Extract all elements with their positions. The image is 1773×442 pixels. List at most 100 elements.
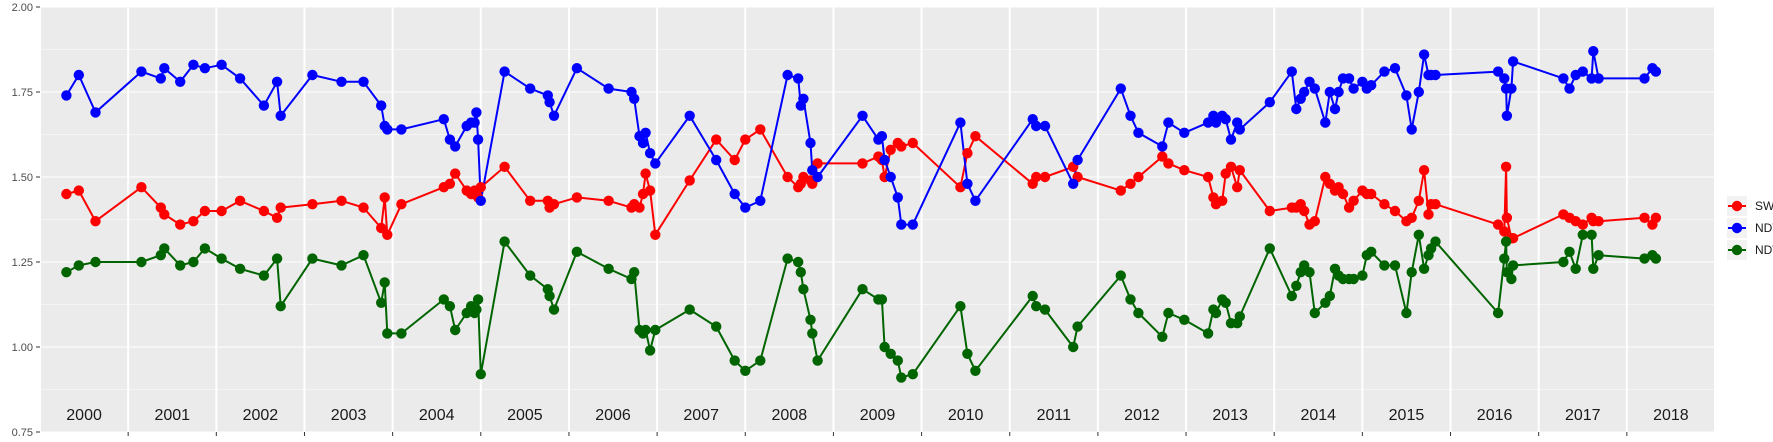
data-point-ndwi [896,372,907,383]
data-point-ndwi [358,250,369,261]
data-point-swir [857,158,868,169]
data-point-swir [1500,161,1512,172]
year-label: 2007 [683,407,719,424]
data-point-ndwi [188,256,199,268]
data-point-ndwi [650,324,661,336]
data-point-ndvi [1406,124,1417,135]
y-tick-label: 1.50 [12,172,33,184]
data-point-swir [275,202,286,213]
data-point-ndwi [962,348,973,359]
data-point-ndwi [812,355,823,366]
data-point-swir [1423,209,1434,220]
data-point-ndvi [684,110,695,122]
data-point-ndvi [548,110,560,122]
data-point-ndwi [475,369,486,380]
data-point-ndwi [271,253,283,264]
data-point-ndwi [729,355,740,366]
data-point-ndwi [1163,307,1174,319]
data-point-swir [1309,216,1321,227]
data-point-ndvi [650,158,661,169]
data-point-ndwi [1027,290,1038,302]
data-point-ndvi [1333,86,1344,98]
y-tick-label: 1.00 [12,342,33,354]
data-point-swir [199,205,211,217]
data-point-ndvi [798,93,809,105]
data-point-swir [1639,212,1650,223]
data-point-ndvi [336,76,347,88]
data-point-ndwi [90,256,101,268]
data-point-ndwi [544,290,555,302]
data-point-swir [1133,171,1144,183]
data-point-swir [175,219,186,230]
data-point-swir [307,199,318,210]
data-point-ndwi [1577,229,1589,240]
data-point-swir [1348,195,1359,206]
data-point-ndvi [1220,114,1231,125]
data-point-ndvi [812,171,823,183]
data-point-ndvi [1125,110,1136,122]
data-point-ndvi [438,114,449,125]
data-point-ndvi [136,66,147,77]
data-point-swir [729,154,740,166]
data-point-swir [136,182,147,193]
data-point-ndvi [1401,90,1412,101]
data-point-ndwi [1031,301,1042,312]
major-gridlines [39,6,1716,433]
data-point-swir [525,195,536,206]
data-point-ndvi [1039,120,1051,132]
data-point-ndwi [1507,260,1519,271]
data-point-ndwi [1157,331,1168,342]
data-point-ndvi [396,124,407,135]
data-point-swir [382,229,393,240]
data-point-ndwi [382,328,393,339]
data-point-ndwi [444,301,456,312]
year-label: 2006 [595,407,631,424]
data-point-ndwi [892,355,903,366]
data-point-ndvi [1507,56,1519,67]
data-point-ndvi [1389,62,1401,74]
data-point-swir [1225,161,1237,172]
data-point-ndvi [729,188,740,200]
data-point-ndwi [1593,250,1604,261]
data-point-ndvi [1179,127,1190,138]
data-point-swir [358,202,369,213]
legend-key-point [1731,244,1743,256]
data-point-ndwi [1234,311,1246,322]
data-point-ndvi [1324,86,1336,98]
data-point-ndvi [1320,117,1331,128]
data-point-ndwi [644,345,656,356]
data-point-swir [1039,171,1051,183]
data-point-ndvi [1264,97,1276,108]
data-point-ndwi [1115,270,1127,281]
data-point-swir [1232,182,1243,193]
data-point-ndvi [275,110,286,122]
data-point-ndwi [807,328,818,339]
year-label: 2001 [154,407,190,424]
data-point-ndwi [640,324,651,336]
year-label: 2000 [66,407,102,424]
data-point-ndvi [603,83,614,94]
data-point-ndvi [155,73,166,84]
data-point-ndwi [885,348,896,359]
data-point-ndwi [216,253,227,264]
data-point-ndvi [1348,83,1359,94]
data-point-swir [1264,205,1276,217]
data-point-ndvi [740,202,751,213]
data-point-ndvi [1072,154,1083,166]
data-point-ndvi [1499,73,1510,84]
y-axis: 0.75 1.00 1.25 1.50 1.75 2.00 [12,2,40,439]
data-point-swir [1366,188,1377,200]
y-tick-label: 1.25 [12,257,33,269]
data-point-swir [1379,199,1390,210]
data-point-ndvi [711,154,722,166]
data-point-ndvi [1492,66,1504,77]
data-point-ndwi [275,301,286,312]
data-point-swir [650,229,661,240]
legend-key-point [1731,200,1743,212]
data-point-swir [640,168,651,179]
y-tick-label: 0.75 [12,427,33,439]
data-point-ndwi [396,328,407,339]
data-point-ndvi [450,141,461,152]
data-point-ndwi [1264,243,1276,254]
data-point-ndvi [175,76,186,88]
